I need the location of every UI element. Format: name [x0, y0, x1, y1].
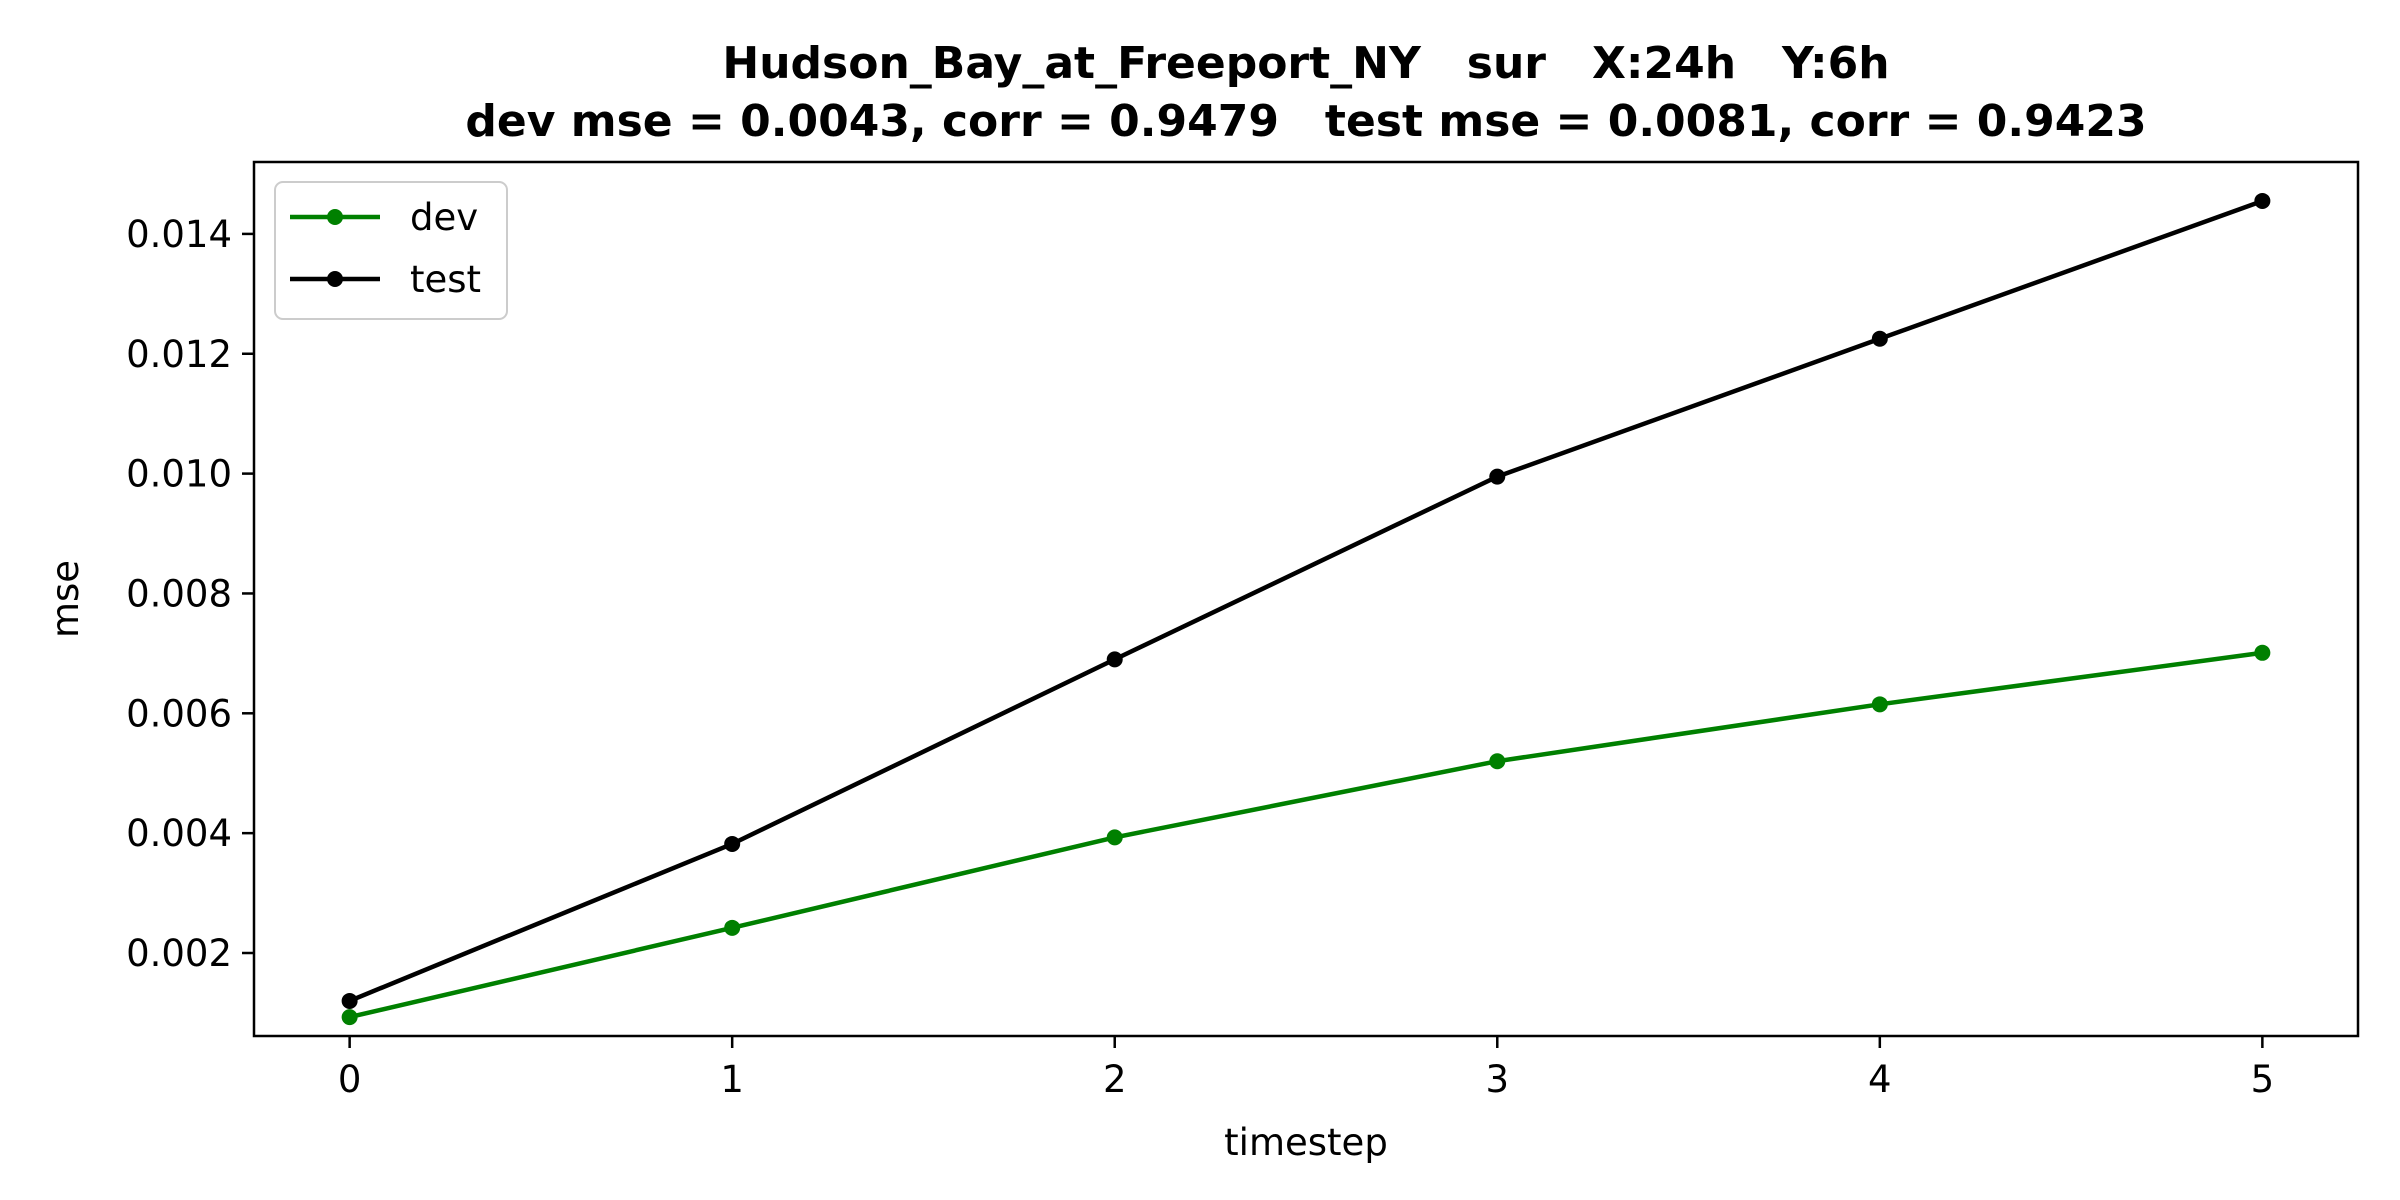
- data-point-dev: [1489, 753, 1506, 770]
- plot-frame: [252, 160, 2360, 1038]
- data-point-dev: [2254, 644, 2271, 661]
- data-point-dev: [341, 1009, 358, 1026]
- data-point-test: [341, 992, 358, 1009]
- legend-label-test: test: [410, 258, 481, 301]
- data-point-test: [2254, 192, 2271, 209]
- data-point-test: [1871, 330, 1888, 347]
- x-tick-label: 1: [720, 1058, 744, 1101]
- series-dev: [341, 644, 2271, 1026]
- data-point-dev: [724, 919, 741, 936]
- x-tick-label: 5: [2251, 1058, 2275, 1101]
- x-tick-label: 4: [1868, 1058, 1892, 1101]
- legend-marker-dev: [327, 209, 343, 225]
- legend-marker-test: [327, 271, 343, 287]
- legend: dev test: [274, 181, 508, 320]
- legend-label-dev: dev: [410, 196, 478, 239]
- chart-subtitle: dev mse = 0.0043, corr = 0.9479 test mse…: [465, 96, 2146, 147]
- data-point-test: [1106, 651, 1123, 668]
- series-layer: [341, 192, 2271, 1026]
- data-point-dev: [1871, 696, 1888, 713]
- chart-title: Hudson_Bay_at_Freeport_NY sur X:24h Y:6h: [722, 38, 1889, 89]
- y-tick-label: 0.008: [126, 572, 232, 615]
- x-axis: 0 1 2 3 4 5: [338, 1036, 2274, 1101]
- series-line-test: [346, 198, 2266, 1004]
- y-tick-label: 0.002: [126, 932, 232, 975]
- data-point-dev: [1106, 829, 1123, 846]
- y-tick-label: 0.012: [126, 333, 232, 376]
- y-tick-label: 0.006: [126, 692, 232, 735]
- series-line-dev: [346, 650, 2265, 1020]
- y-axis: 0.002 0.004 0.006 0.008 0.010 0.012 0.014: [126, 213, 254, 975]
- y-tick-label: 0.014: [126, 213, 232, 256]
- y-tick-label: 0.004: [126, 812, 232, 855]
- data-point-test: [1489, 468, 1506, 485]
- x-tick-label: 3: [1485, 1058, 1509, 1101]
- y-tick-label: 0.010: [126, 453, 232, 496]
- series-test: [341, 192, 2271, 1009]
- x-tick-label: 2: [1103, 1058, 1127, 1101]
- y-axis-label: mse: [44, 560, 87, 638]
- x-tick-label: 0: [338, 1058, 362, 1101]
- x-axis-label: timestep: [1224, 1121, 1388, 1164]
- data-point-test: [724, 835, 741, 852]
